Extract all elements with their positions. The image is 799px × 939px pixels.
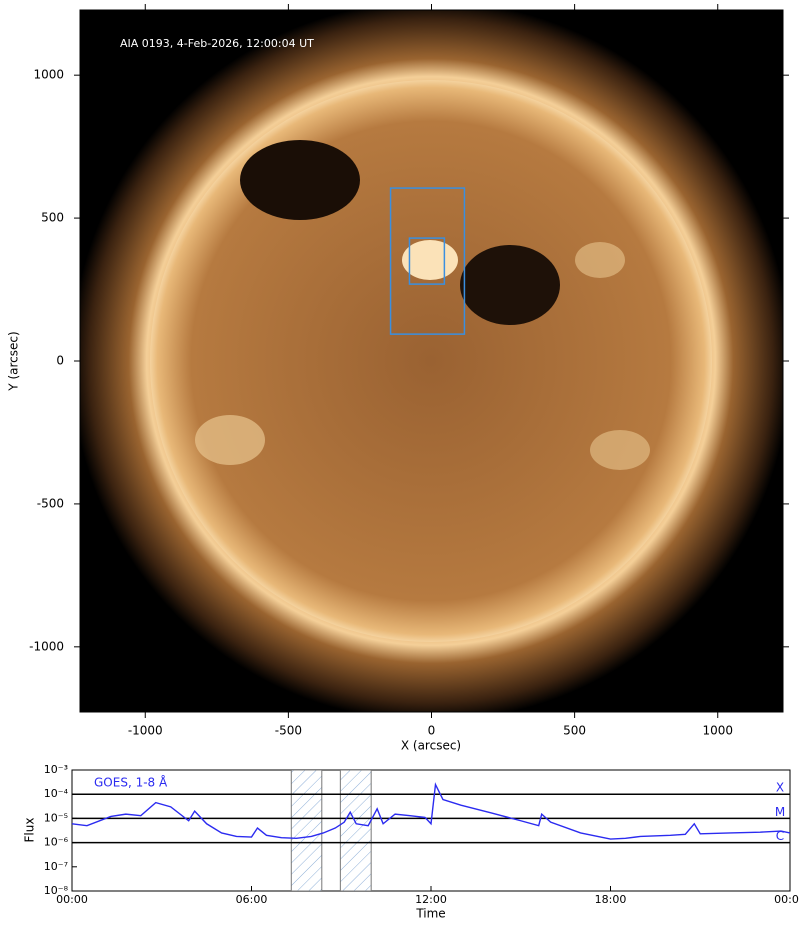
x-tick-label: -1000 — [128, 724, 163, 738]
y-tick-label: 10⁻⁶ — [44, 836, 69, 849]
x-tick-label: 06:00 — [236, 893, 268, 906]
plot-area — [72, 770, 790, 891]
image-title: AIA 0193, 4-Feb-2026, 12:00:04 UT — [120, 37, 314, 50]
y-axis-label: Flux — [23, 818, 37, 843]
y-tick-label: 10⁻⁴ — [44, 787, 69, 800]
y-tick-label: 0 — [56, 354, 64, 368]
y-tick-label: -1000 — [29, 639, 64, 653]
x-axis-label: Time — [415, 907, 445, 921]
y-axis-label: Y (arcsec) — [7, 331, 21, 391]
solar-image — [80, 10, 783, 712]
shaded-span — [290, 770, 323, 891]
x-tick-label: 1000 — [702, 724, 733, 738]
shaded-span — [339, 770, 372, 891]
plot-background — [72, 770, 790, 891]
y-tick-label: 10⁻⁵ — [44, 811, 68, 824]
region-box — [389, 187, 466, 335]
y-tick-label: 1000 — [33, 68, 64, 82]
x-tick-label: 12:00 — [415, 893, 447, 906]
y-tick-label: 10⁻⁷ — [44, 860, 68, 873]
x-tick-label: 0 — [428, 724, 436, 738]
x-tick-label: 18:00 — [595, 893, 627, 906]
region-box — [408, 237, 446, 285]
x-tick-label: -500 — [275, 724, 302, 738]
x-axis-label: X (arcsec) — [401, 739, 461, 753]
y-tick-label: 10⁻³ — [44, 763, 68, 776]
y-tick-label: -500 — [37, 496, 64, 510]
legend-label: GOES, 1-8 Å — [94, 775, 168, 790]
flux-line — [72, 782, 790, 840]
level-label: X — [776, 781, 784, 795]
x-tick-label: 00:00 — [56, 893, 88, 906]
x-tick-label: 00:00 — [774, 893, 799, 906]
y-tick-label: 10⁻⁸ — [44, 884, 69, 897]
x-tick-label: 500 — [563, 724, 586, 738]
level-label: C — [776, 829, 784, 843]
level-label: M — [775, 805, 785, 819]
y-tick-label: 500 — [41, 211, 64, 225]
